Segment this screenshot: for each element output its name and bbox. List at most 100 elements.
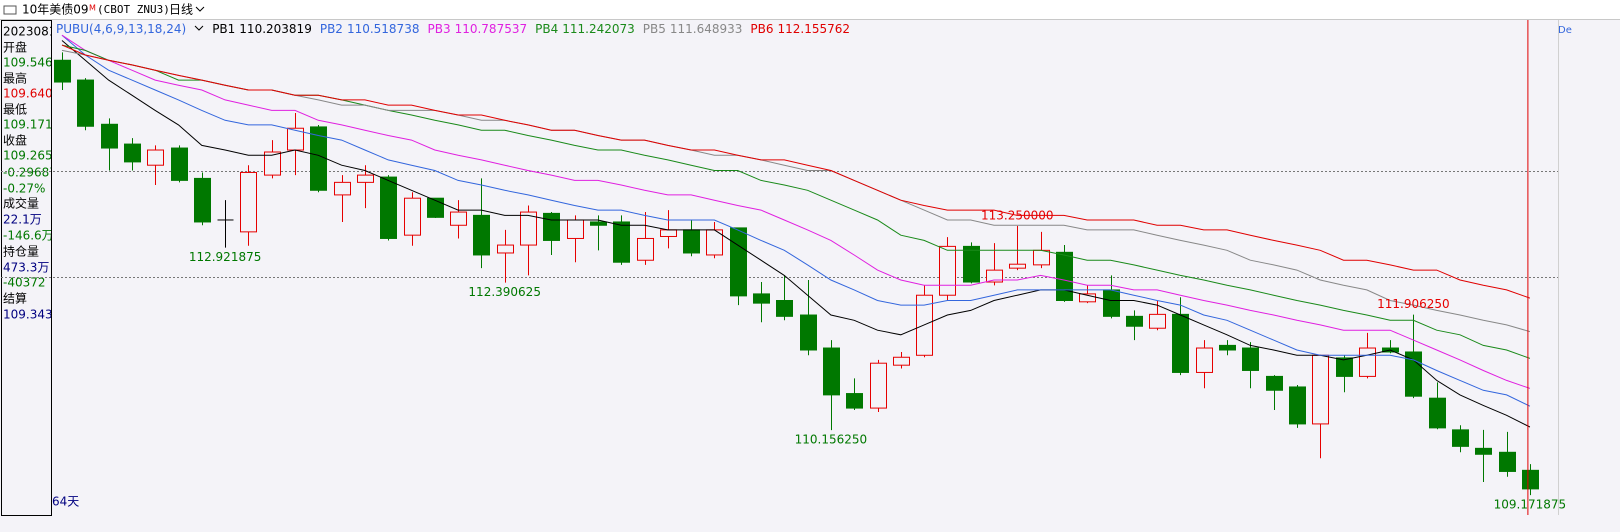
legend-value: 110.518738 [346, 22, 420, 36]
candle-body [1033, 249, 1050, 266]
legend-name: PB5 [642, 22, 666, 36]
legend-entry: PB5 111.648933 [643, 20, 743, 38]
candle-body [823, 347, 840, 396]
panel-value: 473.3万 [3, 261, 49, 275]
legend-entry: PB3 110.787537 [427, 20, 527, 38]
ma-line [61, 49, 1531, 333]
info-panel [1, 20, 52, 516]
ma-line [61, 40, 1531, 428]
candle-body [380, 176, 397, 239]
candle-body [520, 211, 537, 246]
panel-label: 最低 [3, 103, 27, 117]
candle-body [54, 59, 71, 83]
candle-body [800, 314, 817, 351]
candle-body [450, 211, 467, 226]
legend-name: PB6 [750, 22, 774, 36]
candle-body [986, 269, 1003, 283]
candle-body [1499, 451, 1516, 472]
candle-body [1126, 315, 1143, 327]
low-label: 112.390625 [468, 285, 541, 299]
panel-value: 22.1万 [3, 213, 42, 227]
candle-body [1336, 357, 1353, 377]
period-chevron[interactable] [195, 6, 205, 12]
candle-body [1103, 289, 1120, 317]
title-bar [0, 0, 1620, 19]
legend-value: 111.648933 [669, 22, 743, 36]
candle-body [660, 229, 677, 237]
legend-value: 111.242073 [562, 22, 635, 36]
candle-body [194, 177, 211, 223]
candle-body [543, 212, 560, 241]
candle-body [427, 197, 444, 218]
candle-body [776, 300, 793, 317]
candle-body [101, 123, 118, 149]
candle-body [1242, 347, 1259, 371]
window-icon[interactable] [3, 5, 17, 15]
candle-body [613, 221, 630, 263]
ma-line [61, 34, 1531, 407]
panel-label: 持仓量 [3, 244, 39, 259]
candle-body [893, 356, 910, 366]
candle-body [473, 214, 490, 256]
panel-value: 109.265625 [3, 149, 76, 163]
panel-label: 最高 [3, 71, 27, 86]
candle-body [753, 293, 770, 304]
chevron-icon[interactable] [194, 23, 204, 33]
candle-body [1475, 447, 1492, 455]
panel-value: -40372 [3, 276, 46, 290]
period-count: 64天 [52, 495, 79, 509]
info-panel-texts: 20230817 开盘 109.546875 最高 109.640625 最低 … [3, 25, 76, 322]
candle-body [147, 149, 164, 166]
ma-line [61, 44, 1531, 299]
candle-body [1522, 469, 1539, 490]
indicator-chevron[interactable] [194, 20, 204, 38]
low-label: 112.921875 [189, 250, 262, 264]
legend-entry: PB4 111.242073 [535, 20, 635, 38]
legend-entry: PB6 112.155762 [750, 20, 850, 38]
candle-body [1359, 347, 1376, 377]
panel-value: 109.640625 [3, 87, 76, 101]
legend-value: 112.155762 [777, 22, 851, 36]
ma-line [61, 34, 1531, 389]
panel-label: 收盘 [3, 133, 27, 148]
candle-body [730, 227, 747, 297]
legend-name: PB1 [212, 22, 236, 36]
candle-body [1289, 386, 1306, 425]
high-label: 111.906250 [1377, 297, 1450, 311]
panel-label: 开盘 [3, 40, 27, 55]
indicator-name[interactable]: PUBU(4,6,9,13,18,24) [56, 22, 187, 36]
candle-body [497, 244, 514, 254]
low-label: 110.156250 [795, 433, 868, 447]
legend-entry: PB1 110.203819 [212, 20, 312, 38]
candle-body [1079, 293, 1096, 303]
period-selector[interactable]: 日线 [169, 3, 193, 17]
panel-label: 成交量 [3, 196, 39, 211]
legend-value: 110.787537 [454, 22, 528, 36]
candle-body [1196, 347, 1213, 373]
high-label: 113.250000 [981, 208, 1054, 222]
candle-body [77, 79, 94, 127]
candle-body [1429, 397, 1446, 429]
legend-value: 110.203819 [239, 22, 312, 36]
corner-text: De [1558, 25, 1572, 36]
candle-body [124, 143, 141, 163]
candle-body [637, 237, 654, 261]
candle-body [1452, 429, 1469, 447]
candle-body [1219, 344, 1236, 351]
candle-body [1149, 313, 1166, 329]
legend-name: PB4 [535, 22, 559, 36]
candle-body [1312, 354, 1329, 425]
legend-entry: PB2 110.518738 [320, 20, 420, 38]
instrument-title: 10年美债09 [22, 3, 89, 17]
candle-body [404, 197, 421, 236]
candles [54, 52, 1539, 496]
candle-body [1056, 251, 1073, 302]
candle-body [240, 171, 257, 233]
candle-body [939, 245, 956, 296]
candle-body [334, 181, 351, 196]
panel-value: -0.296875 [3, 166, 65, 180]
candle-body [963, 245, 980, 283]
legend: PUBU(4,6,9,13,18,24) PB1 110.203819 PB2 110… [56, 20, 850, 38]
